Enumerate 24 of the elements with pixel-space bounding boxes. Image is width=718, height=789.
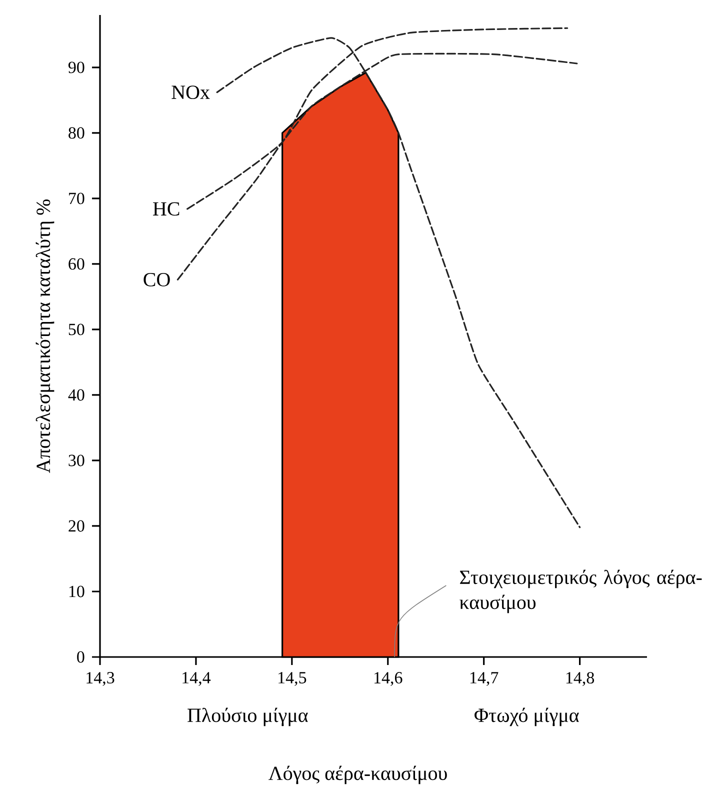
x-tick-label: 14,6	[374, 672, 402, 686]
x-tick-label: 14,3	[86, 672, 114, 686]
y-tick-label: 80	[68, 127, 84, 139]
series-label: CO	[144, 272, 170, 286]
series-label: HC	[153, 202, 180, 216]
y-tick-label: 40	[68, 389, 84, 401]
y-axis-title: Αποτελεσματικότητα καταλύτη %	[36, 199, 54, 474]
y-tick-label: 70	[69, 192, 84, 204]
y-tick-label: 60	[68, 258, 84, 270]
y-tick-label: 30	[68, 454, 84, 466]
x-tick-label: 14,4	[182, 672, 211, 686]
series-label: NOx	[172, 86, 210, 100]
y-tick-label: 90	[68, 62, 84, 74]
x-tick-label: 14,5	[278, 672, 306, 686]
y-tick-label: 10	[69, 586, 84, 598]
y-tick-label: 0	[77, 651, 84, 663]
annotation: Στοιχειομετρικός λόγος αέρα-καυσίμου	[460, 570, 702, 614]
x-tick-label: 14,8	[566, 672, 594, 686]
y-tick-label: 20	[68, 520, 84, 532]
x-axis-title: Λόγος αέρα-καυσίμου	[268, 766, 447, 784]
text: Φτωχό μίγμα	[474, 708, 579, 726]
x-tick-label: 14,7	[470, 672, 498, 686]
text: Πλούσιο μίγμα	[188, 708, 308, 726]
y-tick-label: 50	[68, 324, 84, 336]
